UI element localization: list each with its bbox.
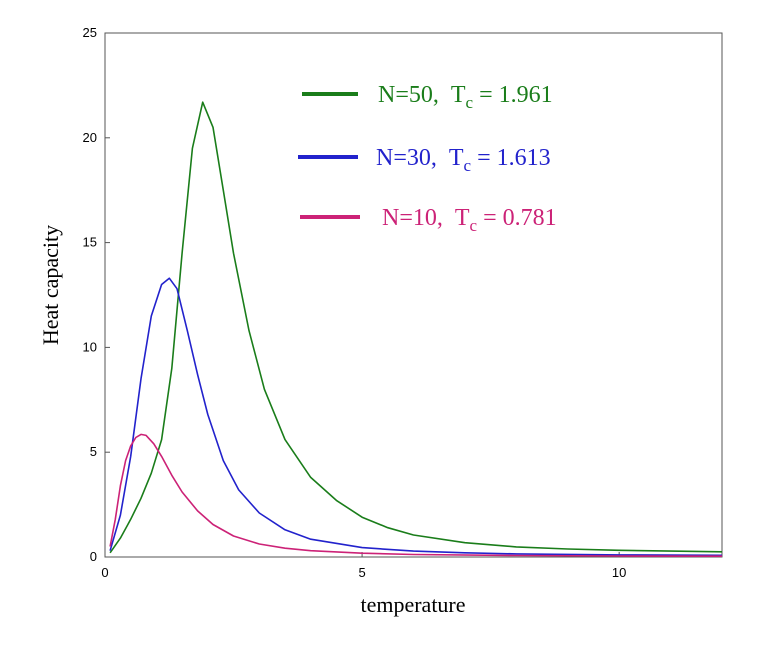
y-tick-label: 20 [83, 130, 97, 145]
x-tick-label: 0 [101, 565, 108, 580]
x-tick-label: 10 [612, 565, 626, 580]
plot-frame [104, 32, 723, 558]
x-axis-title: temperature [360, 592, 465, 617]
series-line-0 [109, 101, 723, 554]
legend-label-1: N=30, Tc = 1.613 [376, 145, 551, 175]
y-tick-label: 15 [83, 235, 97, 250]
y-axis-title: Heat capacity [38, 225, 63, 345]
series-lines [109, 101, 723, 558]
legend: N=50, Tc = 1.961 N=30, Tc = 1.613 N=10, Tc = 0.7… [298, 82, 557, 235]
x-tick-label: 5 [358, 565, 365, 580]
y-tick-label: 0 [90, 549, 97, 564]
y-tick-label: 5 [90, 444, 97, 459]
axis-ticks: 0 5 10 0 5 10 15 20 25 [83, 25, 627, 580]
series-line-1 [109, 277, 723, 557]
y-tick-label: 25 [83, 25, 97, 40]
legend-label-0: N=50, Tc = 1.961 [378, 82, 553, 112]
series-line-2 [109, 433, 723, 558]
y-tick-label: 10 [83, 339, 97, 354]
legend-label-2: N=10, Tc = 0.781 [382, 205, 557, 235]
